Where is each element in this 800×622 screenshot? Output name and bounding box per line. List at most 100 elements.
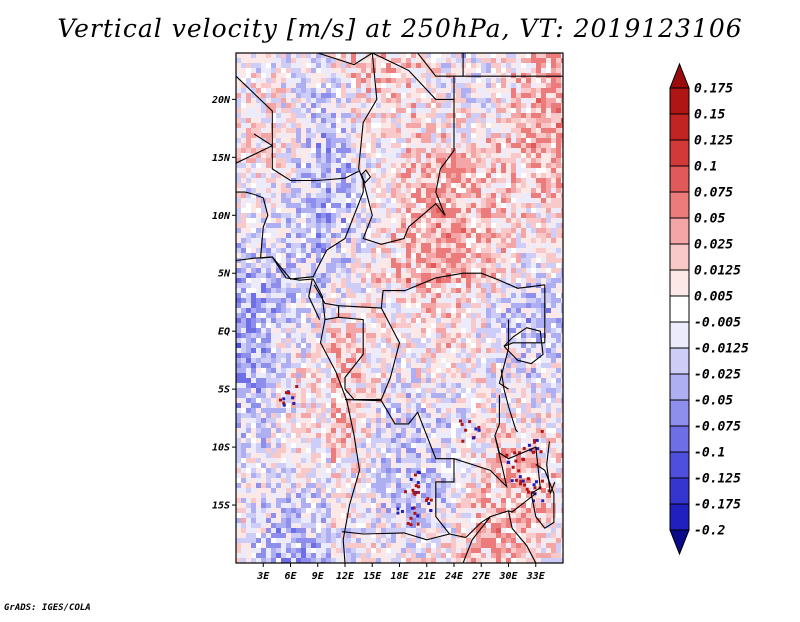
field-cell [511,263,517,269]
field-cell [331,323,337,329]
field-cell [361,78,367,84]
field-cell [386,328,392,334]
field-cell [326,68,332,74]
field-cell [356,233,362,239]
field-cell [346,73,352,79]
field-cell [421,173,427,179]
field-cell [321,133,327,139]
field-cell [541,198,547,204]
field-cell [381,83,387,89]
field-cell [311,163,317,169]
field-cell [481,163,487,169]
field-cell [431,313,437,319]
field-cell [551,198,557,204]
field-cell [476,123,482,129]
field-cell [496,233,502,239]
field-cell [361,218,367,224]
field-cell [431,133,437,139]
field-cell [546,108,552,114]
field-cell [561,148,563,154]
field-cell [451,268,457,274]
field-cell [431,98,437,104]
field-cell [481,108,487,114]
field-cell [476,353,482,359]
field-cell [406,188,412,194]
field-cell [246,303,252,309]
field-cell [516,363,522,369]
field-cell [331,208,337,214]
field-cell [296,198,302,204]
field-cell [401,133,407,139]
field-cell [406,103,412,109]
field-cell [331,108,337,114]
field-cell [411,363,417,369]
field-cell [331,428,337,434]
field-cell [451,253,457,259]
field-cell [526,133,532,139]
field-cell [441,128,447,134]
field-cell [466,343,472,349]
field-cell [326,268,332,274]
field-cell [361,93,367,99]
field-cell [281,358,287,364]
field-cell [511,283,517,289]
field-cell [556,378,562,384]
field-cell [416,133,422,139]
field-cell [241,78,247,84]
field-cell [236,403,242,409]
field-cell [536,233,542,239]
field-cell [561,318,563,324]
field-cell [331,348,337,354]
field-cell [506,313,512,319]
field-cell [296,363,302,369]
field-cell [306,328,312,334]
field-cell [476,298,482,304]
field-cell [291,58,297,64]
field-cell [281,113,287,119]
field-cell [461,103,467,109]
field-cell [496,238,502,244]
field-cell [431,138,437,144]
field-cell [426,53,432,59]
field-cell [516,118,522,124]
field-cell [296,328,302,334]
field-cell [471,218,477,224]
field-cell [331,218,337,224]
field-cell [291,183,297,189]
field-cell [306,113,312,119]
field-cell [251,238,257,244]
field-cell [556,313,562,319]
field-cell [426,98,432,104]
field-cell [246,198,252,204]
field-cell [536,333,542,339]
field-cell [346,243,352,249]
field-cell [241,213,247,219]
field-cell [316,183,322,189]
field-cell [551,258,557,264]
field-cell [386,118,392,124]
field-cell [296,103,302,109]
field-cell [301,278,307,284]
field-cell [541,78,547,84]
field-cell [316,103,322,109]
field-cell [521,228,527,234]
field-cell [341,123,347,129]
field-cell [456,228,462,234]
field-cell [366,348,372,354]
field-cell [431,173,437,179]
field-cell [491,388,497,394]
field-cell [496,263,502,269]
field-cell [431,343,437,349]
field-cell [431,88,437,94]
field-cell [256,118,262,124]
field-cell [431,63,437,69]
field-cell [426,78,432,84]
field-cell [356,218,362,224]
field-cell [526,318,532,324]
field-cell [336,143,342,149]
field-cell [431,393,437,399]
field-cell [431,113,437,119]
field-cell [261,98,267,104]
field-cell [561,328,563,334]
field-cell [431,293,437,299]
